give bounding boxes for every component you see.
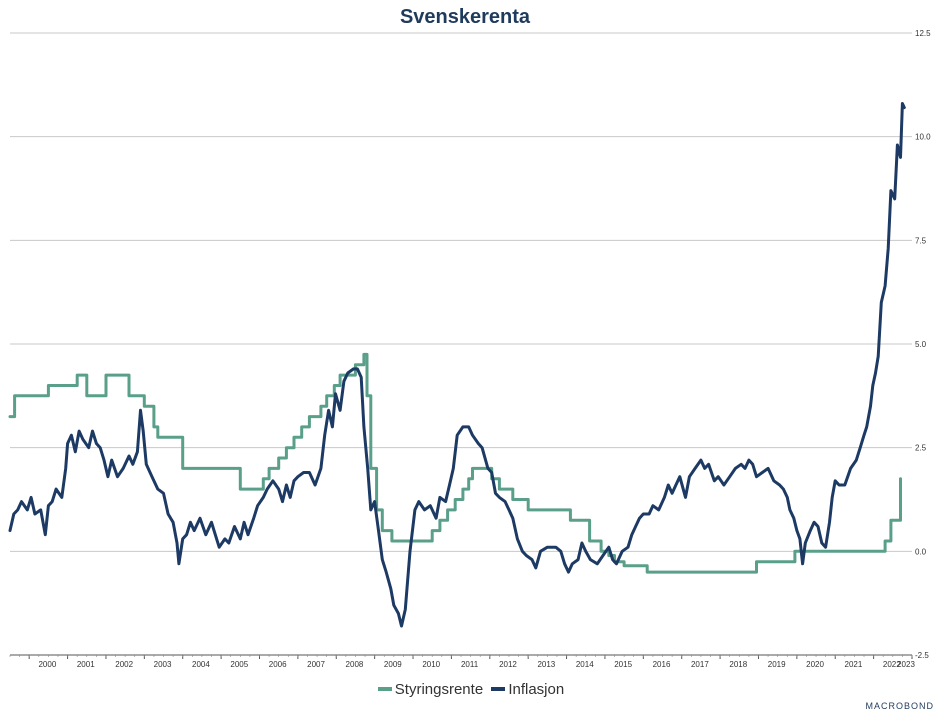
- y-tick-label: 0.0: [915, 547, 927, 556]
- series-layer: [8, 102, 906, 628]
- x-tick-label: 2021: [845, 660, 863, 669]
- x-tick-label: 2020: [806, 660, 824, 669]
- legend: Styringsrente Inflasjon: [0, 678, 942, 698]
- chart-title: Svenskerenta: [399, 6, 531, 28]
- x-tick-label: 2016: [653, 660, 671, 669]
- legend-item-inflasjon: Inflasjon: [491, 681, 564, 698]
- x-tick-label: 2008: [346, 660, 364, 669]
- y-tick-label: 7.5: [915, 236, 927, 245]
- legend-item-styringsrente: Styringsrente: [377, 680, 484, 698]
- axis-layer: 12.5 10.0 7.5 5.0 2.5 0.0 -2.5 2000 2001 2002 2003…: [9, 29, 931, 669]
- x-tick-label: 2015: [614, 660, 632, 669]
- x-tick-label: 2023: [897, 660, 915, 669]
- x-tick-label: 2006: [269, 660, 287, 669]
- legend-label-styringsrente: Styringsrente: [394, 680, 484, 698]
- x-tick-label: 2018: [729, 660, 747, 669]
- x-tick-label: 2022: [883, 660, 901, 669]
- x-tick-label: 2017: [691, 660, 709, 669]
- legend-label-inflasjon: Inflasjon: [508, 680, 565, 698]
- y-tick-label: 2.5: [915, 444, 927, 453]
- x-tick-label: 2000: [38, 660, 56, 669]
- x-tick-label: 2001: [77, 660, 95, 669]
- x-tick-label: 2019: [768, 660, 786, 669]
- x-tick-label: 2007: [307, 660, 325, 669]
- y-tick-label: 5.0: [915, 340, 927, 349]
- series-line-inflasjon: [8, 102, 906, 628]
- x-tick-label: 2005: [230, 660, 248, 669]
- legend-swatch-inflasjon: [491, 687, 506, 691]
- y-tick-label: -2.5: [915, 651, 929, 660]
- brand-logo: MACROBOND: [865, 701, 934, 711]
- x-tick-label: 2014: [576, 660, 594, 669]
- x-tick-label: 2010: [422, 660, 440, 669]
- legend-swatch-styringsrente: [377, 687, 392, 691]
- x-tick-label: 2003: [154, 660, 172, 669]
- x-tick-label: 2004: [192, 660, 210, 669]
- y-tick-label: 10.0: [915, 133, 931, 142]
- x-tick-label: 2002: [115, 660, 133, 669]
- x-tick-label: 2009: [384, 660, 402, 669]
- x-tick-label: 2013: [537, 660, 555, 669]
- y-tick-label: 12.5: [915, 29, 931, 38]
- x-tick-label: 2012: [499, 660, 517, 669]
- x-tick-label: 2011: [461, 660, 479, 669]
